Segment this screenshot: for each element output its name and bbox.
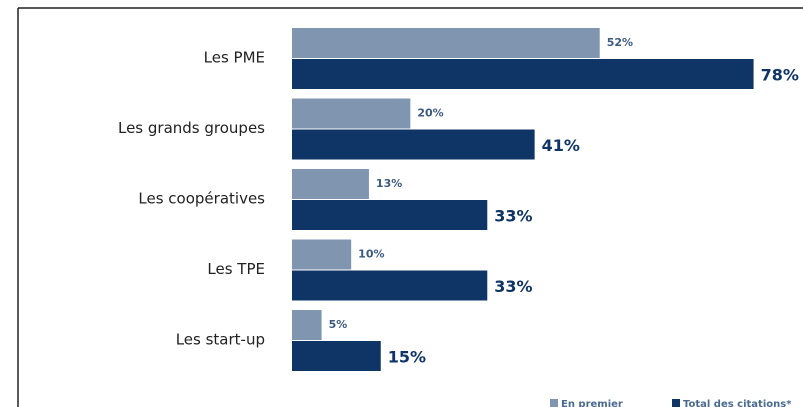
- bar: [292, 59, 754, 89]
- value-label: 41%: [542, 136, 580, 155]
- legend-swatch: [550, 399, 558, 407]
- category-label: Les TPE: [207, 260, 265, 278]
- value-label: 20%: [417, 107, 443, 120]
- bar: [292, 129, 535, 160]
- bar: [292, 98, 411, 129]
- legend-swatch: [672, 399, 680, 407]
- category-label: Les start-up: [176, 331, 265, 349]
- category-label: Les PME: [204, 49, 265, 67]
- bar: [292, 270, 488, 301]
- bar: [292, 239, 352, 270]
- value-label: 13%: [376, 177, 402, 190]
- bar: [292, 28, 600, 58]
- legend-label: Total des citations*: [683, 399, 792, 407]
- bar: [292, 169, 369, 199]
- category-label: Les grands groupes: [118, 119, 265, 137]
- value-label: 78%: [761, 66, 799, 85]
- value-label: 15%: [388, 348, 426, 367]
- bar: [292, 341, 381, 371]
- value-label: 33%: [494, 207, 532, 226]
- legend-label: En premier: [561, 399, 623, 407]
- bar: [292, 310, 322, 340]
- value-label: 52%: [607, 36, 633, 49]
- bar: [292, 200, 488, 230]
- value-label: 5%: [329, 318, 348, 331]
- value-label: 10%: [358, 248, 384, 261]
- value-label: 33%: [494, 277, 532, 296]
- category-label: Les coopératives: [138, 190, 265, 208]
